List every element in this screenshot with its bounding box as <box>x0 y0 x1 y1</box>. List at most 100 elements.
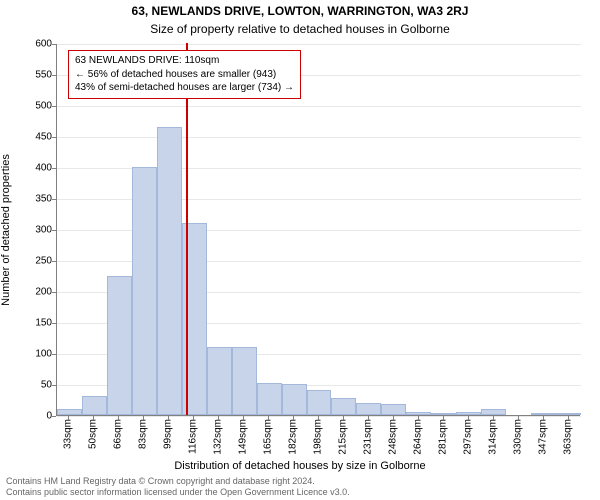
x-tick-mark <box>443 416 444 420</box>
x-tick-mark <box>568 416 569 420</box>
x-tick-label: 99sqm <box>163 419 174 449</box>
histogram-plot <box>56 44 580 416</box>
x-tick-label: 116sqm <box>188 419 199 454</box>
x-axis-label: Distribution of detached houses by size … <box>0 460 600 472</box>
y-axis-label: Number of detached properties <box>0 154 12 306</box>
y-tick-mark <box>52 137 56 138</box>
y-tick-label: 600 <box>12 39 52 50</box>
x-tick-mark <box>418 416 419 420</box>
histogram-bar <box>282 384 307 415</box>
x-tick-mark <box>293 416 294 420</box>
x-tick-mark <box>543 416 544 420</box>
x-tick-label: 198sqm <box>313 419 324 455</box>
y-tick-label: 50 <box>12 380 52 391</box>
y-tick-mark <box>52 168 56 169</box>
y-tick-label: 550 <box>12 70 52 81</box>
x-tick-label: 248sqm <box>387 419 398 455</box>
histogram-bar <box>157 127 182 415</box>
y-tick-mark <box>52 199 56 200</box>
x-tick-label: 182sqm <box>288 419 299 455</box>
histogram-bar <box>307 390 332 415</box>
footer-line-2: Contains public sector information licen… <box>6 487 350 498</box>
y-tick-label: 0 <box>12 411 52 422</box>
x-tick-mark <box>268 416 269 420</box>
gridline <box>57 416 581 417</box>
x-tick-mark <box>93 416 94 420</box>
histogram-bar <box>207 347 232 415</box>
y-tick-mark <box>52 106 56 107</box>
x-tick-mark <box>493 416 494 420</box>
histogram-bar <box>232 347 257 415</box>
x-tick-mark <box>318 416 319 420</box>
x-tick-label: 50sqm <box>88 419 99 449</box>
x-tick-mark <box>118 416 119 420</box>
y-tick-mark <box>52 354 56 355</box>
y-tick-label: 350 <box>12 194 52 205</box>
histogram-bar <box>82 396 107 415</box>
x-tick-mark <box>143 416 144 420</box>
property-marker-line <box>186 43 188 415</box>
histogram-bar <box>456 412 481 415</box>
y-tick-label: 450 <box>12 132 52 143</box>
y-tick-label: 200 <box>12 287 52 298</box>
y-tick-label: 250 <box>12 256 52 267</box>
x-tick-label: 165sqm <box>263 419 274 455</box>
y-tick-mark <box>52 261 56 262</box>
histogram-bar <box>257 383 282 415</box>
footer-attribution: Contains HM Land Registry data © Crown c… <box>6 476 350 498</box>
gridline <box>57 44 581 45</box>
y-tick-label: 300 <box>12 225 52 236</box>
x-tick-label: 149sqm <box>238 419 249 455</box>
x-tick-label: 297sqm <box>462 419 473 455</box>
x-tick-label: 215sqm <box>337 419 348 455</box>
x-tick-mark <box>68 416 69 420</box>
y-tick-mark <box>52 416 56 417</box>
y-tick-label: 500 <box>12 101 52 112</box>
histogram-bar <box>132 167 157 415</box>
histogram-bar <box>57 409 82 415</box>
x-tick-mark <box>193 416 194 420</box>
x-tick-label: 33sqm <box>63 419 74 449</box>
x-tick-label: 281sqm <box>437 419 448 455</box>
page-subtitle: Size of property relative to detached ho… <box>0 22 600 36</box>
histogram-bar <box>107 276 132 416</box>
property-annotation-box: 63 NEWLANDS DRIVE: 110sqm ← 56% of detac… <box>68 50 301 99</box>
annotation-line-2: ← 56% of detached houses are smaller (94… <box>75 68 294 82</box>
y-tick-mark <box>52 44 56 45</box>
x-tick-label: 347sqm <box>537 419 548 455</box>
x-tick-mark <box>168 416 169 420</box>
histogram-bar <box>481 409 506 415</box>
x-tick-label: 363sqm <box>562 419 573 455</box>
histogram-bar <box>556 413 581 415</box>
x-tick-label: 66sqm <box>113 419 124 449</box>
histogram-bar <box>406 412 431 415</box>
histogram-bar <box>531 413 556 415</box>
x-tick-mark <box>243 416 244 420</box>
x-tick-label: 314sqm <box>487 419 498 455</box>
x-tick-mark <box>393 416 394 420</box>
x-tick-label: 132sqm <box>213 419 224 455</box>
annotation-line-1: 63 NEWLANDS DRIVE: 110sqm <box>75 54 294 68</box>
x-tick-label: 330sqm <box>512 419 523 455</box>
x-tick-label: 83sqm <box>138 419 149 449</box>
y-tick-mark <box>52 292 56 293</box>
x-tick-label: 264sqm <box>412 419 423 455</box>
y-tick-mark <box>52 323 56 324</box>
y-tick-label: 400 <box>12 163 52 174</box>
histogram-bar <box>381 404 406 415</box>
y-tick-label: 100 <box>12 349 52 360</box>
x-tick-mark <box>218 416 219 420</box>
x-tick-mark <box>368 416 369 420</box>
y-tick-label: 150 <box>12 318 52 329</box>
y-tick-mark <box>52 230 56 231</box>
y-tick-mark <box>52 385 56 386</box>
annotation-line-3: 43% of semi-detached houses are larger (… <box>75 81 294 95</box>
x-tick-mark <box>468 416 469 420</box>
gridline <box>57 106 581 107</box>
histogram-bar <box>331 398 356 415</box>
histogram-bar <box>356 403 381 415</box>
footer-line-1: Contains HM Land Registry data © Crown c… <box>6 476 350 487</box>
x-tick-label: 231sqm <box>362 419 373 455</box>
y-tick-mark <box>52 75 56 76</box>
histogram-bar <box>431 413 456 415</box>
